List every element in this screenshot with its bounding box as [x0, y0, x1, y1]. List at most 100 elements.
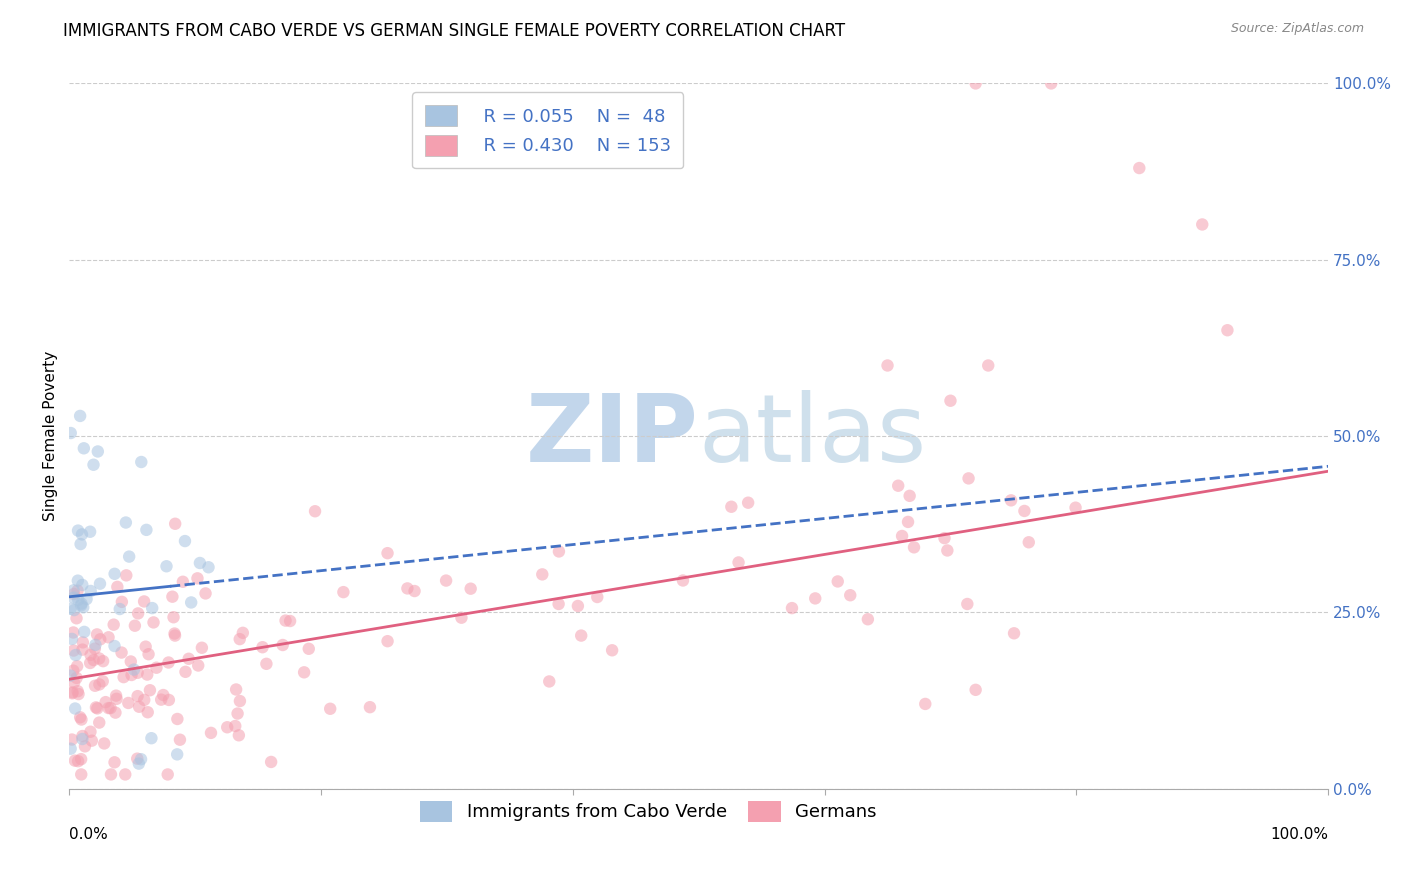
- Point: [839, 588, 862, 602]
- Point: [128, 756, 150, 771]
- Point: [727, 556, 749, 570]
- Point: [197, 560, 219, 574]
- Point: [898, 489, 921, 503]
- Point: [70, 527, 93, 541]
- Text: 0.0%: 0.0%: [69, 827, 108, 842]
- Point: [97, 701, 120, 715]
- Point: [163, 629, 186, 643]
- Point: [59, 741, 82, 756]
- Point: [377, 546, 399, 560]
- Point: [226, 706, 249, 721]
- Point: [127, 607, 149, 621]
- Point: [120, 655, 142, 669]
- Point: [104, 566, 127, 581]
- Point: [720, 500, 742, 514]
- Point: [100, 767, 122, 781]
- Point: [83, 641, 105, 656]
- Point: [939, 393, 962, 408]
- Point: [79, 524, 101, 539]
- Point: [70, 597, 93, 611]
- Point: [965, 77, 987, 91]
- Point: [115, 568, 138, 582]
- Point: [79, 656, 101, 670]
- Point: [141, 601, 163, 615]
- Point: [956, 597, 979, 611]
- Point: [271, 638, 294, 652]
- Point: [567, 599, 589, 613]
- Point: [152, 688, 174, 702]
- Point: [111, 595, 134, 609]
- Point: [62, 685, 84, 699]
- Point: [127, 689, 149, 703]
- Point: [128, 699, 150, 714]
- Point: [72, 600, 94, 615]
- Point: [232, 625, 254, 640]
- Point: [79, 724, 101, 739]
- Point: [62, 591, 84, 605]
- Point: [876, 359, 898, 373]
- Point: [191, 640, 214, 655]
- Point: [531, 567, 554, 582]
- Point: [600, 643, 623, 657]
- Point: [72, 729, 94, 743]
- Point: [129, 455, 152, 469]
- Point: [1000, 493, 1022, 508]
- Point: [59, 601, 82, 615]
- Point: [404, 584, 426, 599]
- Point: [1191, 218, 1213, 232]
- Point: [127, 752, 149, 766]
- Point: [934, 531, 956, 545]
- Point: [62, 625, 84, 640]
- Point: [62, 583, 84, 598]
- Point: [136, 705, 159, 719]
- Text: IMMIGRANTS FROM CABO VERDE VS GERMAN SINGLE FEMALE POVERTY CORRELATION CHART: IMMIGRANTS FROM CABO VERDE VS GERMAN SIN…: [63, 22, 845, 40]
- Text: Source: ZipAtlas.com: Source: ZipAtlas.com: [1230, 22, 1364, 36]
- Point: [124, 618, 146, 632]
- Point: [1064, 500, 1087, 515]
- Point: [136, 667, 159, 681]
- Point: [86, 627, 108, 641]
- Point: [94, 695, 117, 709]
- Point: [135, 640, 157, 654]
- Point: [165, 516, 187, 531]
- Point: [150, 692, 173, 706]
- Point: [187, 658, 209, 673]
- Text: atlas: atlas: [699, 390, 927, 482]
- Point: [228, 728, 250, 742]
- Point: [86, 701, 108, 715]
- Point: [127, 665, 149, 680]
- Point: [118, 549, 141, 564]
- Point: [224, 719, 246, 733]
- Point: [63, 603, 86, 617]
- Point: [84, 638, 107, 652]
- Point: [217, 720, 239, 734]
- Point: [104, 706, 127, 720]
- Point: [66, 583, 89, 598]
- Y-axis label: Single Female Poverty: Single Female Poverty: [44, 351, 58, 521]
- Point: [100, 701, 122, 715]
- Point: [965, 682, 987, 697]
- Point: [89, 715, 111, 730]
- Point: [434, 574, 457, 588]
- Point: [66, 659, 89, 673]
- Point: [72, 578, 94, 592]
- Point: [59, 668, 82, 682]
- Point: [89, 651, 111, 665]
- Point: [80, 733, 103, 747]
- Text: ZIP: ZIP: [526, 390, 699, 482]
- Point: [76, 592, 98, 607]
- Point: [460, 582, 482, 596]
- Point: [69, 710, 91, 724]
- Point: [62, 643, 84, 657]
- Point: [188, 556, 211, 570]
- Point: [105, 689, 128, 703]
- Point: [135, 523, 157, 537]
- Point: [122, 663, 145, 677]
- Point: [252, 640, 274, 655]
- Point: [957, 471, 980, 485]
- Point: [73, 442, 96, 456]
- Point: [155, 559, 177, 574]
- Point: [229, 632, 252, 646]
- Point: [60, 732, 83, 747]
- Point: [278, 614, 301, 628]
